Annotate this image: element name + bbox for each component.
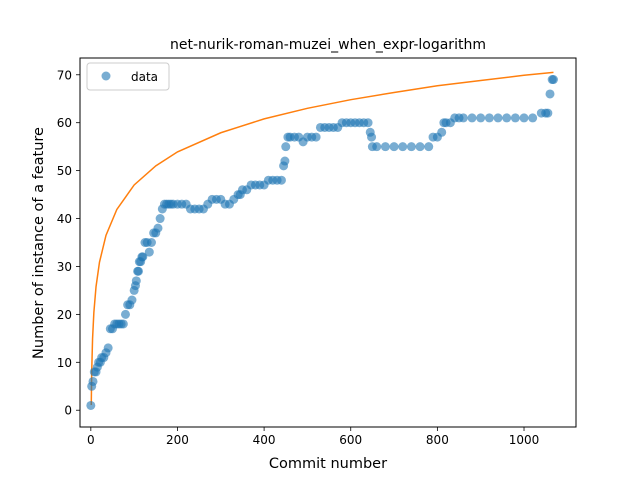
- fit-line: [90, 71, 554, 405]
- data-point: [311, 132, 321, 142]
- x-axis-label: Commit number: [269, 456, 387, 472]
- data-point: [398, 142, 408, 152]
- x-axis-ticks: 0 200 400 600 800 1000: [87, 427, 539, 447]
- data-point: [476, 113, 486, 123]
- data-point: [280, 156, 290, 166]
- legend-marker-data: [101, 71, 111, 81]
- chart-title: net-nurik-roman-muzei_when_expr-logarith…: [170, 37, 486, 53]
- data-point: [131, 276, 141, 286]
- fit-layer: [90, 71, 554, 405]
- x-tick-label: 1000: [509, 433, 540, 447]
- data-point: [484, 113, 494, 123]
- data-point: [519, 113, 529, 123]
- data-point: [118, 319, 128, 329]
- data-point: [502, 113, 512, 123]
- data-point: [144, 247, 154, 257]
- legend-box: [86, 62, 170, 91]
- y-tick-label: 0: [64, 404, 72, 418]
- data-point: [367, 132, 377, 142]
- data-point: [120, 309, 130, 319]
- data-point: [276, 175, 286, 185]
- plot-area-frame: [79, 57, 577, 428]
- data-point: [543, 108, 553, 118]
- data-point: [372, 142, 382, 152]
- y-tick-label: 70: [57, 68, 72, 82]
- data-point: [510, 113, 520, 123]
- x-tick-label: 600: [339, 433, 362, 447]
- y-tick-label: 20: [57, 308, 72, 322]
- legend: data: [86, 62, 170, 91]
- data-point: [548, 75, 558, 85]
- data-point: [155, 214, 165, 224]
- data-point: [467, 113, 477, 123]
- x-tick-label: 800: [426, 433, 449, 447]
- x-tick-label: 400: [253, 433, 276, 447]
- y-tick-label: 60: [57, 116, 72, 130]
- data-point: [86, 400, 96, 410]
- points-layer: [86, 75, 558, 410]
- data-point: [103, 343, 113, 353]
- data-point: [389, 142, 399, 152]
- y-tick-label: 30: [57, 260, 72, 274]
- y-tick-label: 10: [57, 356, 72, 370]
- data-point: [437, 127, 447, 137]
- data-point: [528, 113, 538, 123]
- x-tick-label: 0: [87, 433, 95, 447]
- data-point: [153, 223, 163, 233]
- data-point: [458, 113, 468, 123]
- data-point: [127, 295, 137, 305]
- data-point: [406, 142, 416, 152]
- data-point: [424, 142, 434, 152]
- x-tick-label: 200: [166, 433, 189, 447]
- data-point: [493, 113, 503, 123]
- data-point: [146, 238, 156, 247]
- y-axis-ticks: 0 10 20 30 40 50 60 70: [57, 68, 80, 418]
- data-point: [138, 252, 148, 262]
- y-tick-label: 50: [57, 164, 72, 178]
- data-point: [133, 266, 143, 276]
- data-point: [281, 142, 291, 152]
- data-point: [363, 118, 373, 128]
- data-point: [545, 89, 555, 99]
- y-axis-label: Number of instance of a feature: [31, 127, 47, 359]
- data-point: [380, 142, 390, 152]
- data-point: [88, 376, 98, 386]
- y-tick-label: 40: [57, 212, 72, 226]
- data-point: [415, 142, 425, 152]
- legend-label-data: data: [131, 70, 158, 84]
